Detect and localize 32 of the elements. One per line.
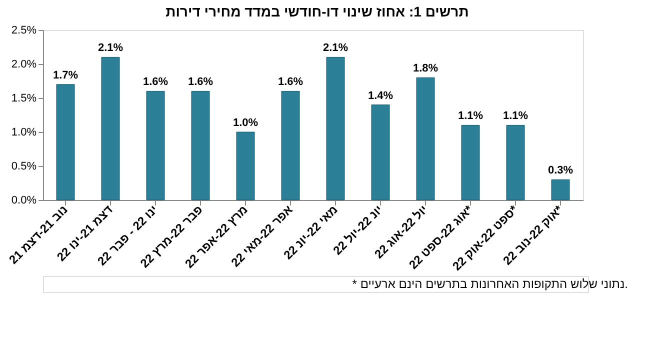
data-label: 0.3%: [548, 164, 574, 177]
y-tick-label: 1.5%: [11, 92, 37, 104]
data-label: 2.1%: [98, 42, 124, 54]
text: * נתוני שלוש התקופות האחרונות בתרשים הינם ארעיים.: [352, 277, 628, 291]
bar: [56, 84, 75, 200]
y-tick-label: 0.0%: [11, 194, 37, 206]
bar: [326, 56, 345, 200]
bar: [191, 90, 210, 200]
data-label: 1.4%: [368, 90, 394, 102]
bar: [236, 132, 255, 200]
y-tick-label: 1.0%: [11, 126, 37, 138]
data-label: 1.1%: [502, 110, 528, 122]
y-tick-label: 2.5%: [11, 24, 37, 36]
chart-title: תרשים 1: אחוז שינוי דו-חודשי במדד מחירי דירות: [166, 4, 469, 20]
bar: [101, 56, 120, 200]
y-tick-label: 2.0%: [11, 58, 37, 70]
data-label: 1.8%: [412, 62, 438, 75]
bar: [281, 90, 300, 200]
data-label: 1.6%: [278, 76, 304, 88]
bar: [461, 124, 480, 200]
data-label: 1.6%: [188, 76, 214, 88]
data-label: 1.7%: [52, 69, 78, 82]
data-label: 1.1%: [458, 110, 484, 122]
bar: [416, 77, 435, 200]
data-label: 1.6%: [142, 76, 168, 88]
data-label: 1.0%: [232, 117, 258, 129]
y-tick-label: 0.5%: [11, 160, 37, 172]
data-label: 2.1%: [322, 42, 348, 54]
bar: [506, 124, 525, 200]
bar: [551, 179, 570, 200]
bar: [371, 104, 390, 200]
bar: [146, 90, 165, 200]
